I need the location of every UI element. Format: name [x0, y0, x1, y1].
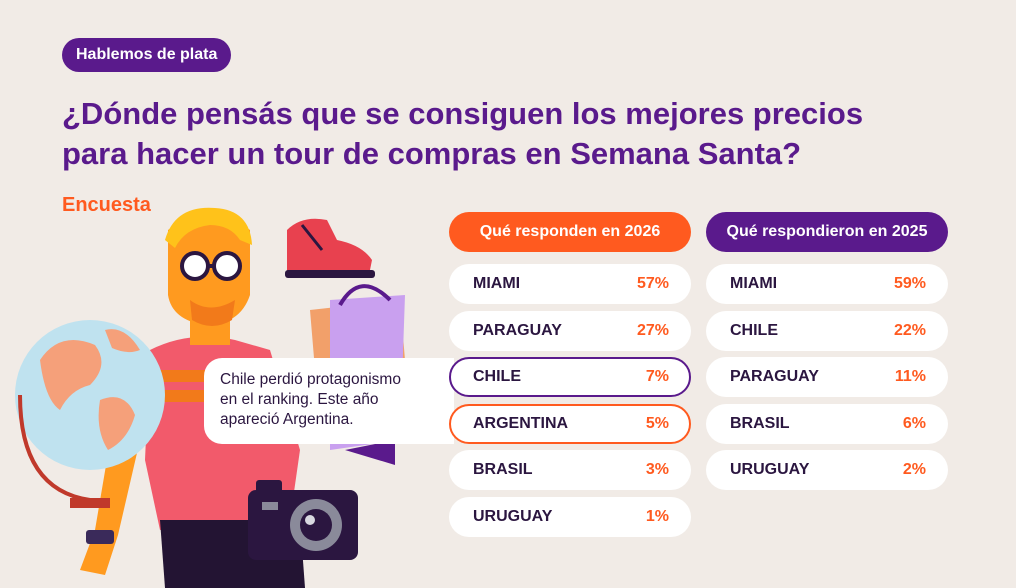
list-item: BRASIL 6% — [706, 403, 948, 444]
place-label: URUGUAY — [730, 461, 810, 478]
percent-value: 3% — [645, 461, 669, 478]
list-item: PARAGUAY 11% — [706, 357, 948, 397]
place-label: MIAMI — [730, 275, 778, 292]
survey-2026-heading: Qué responden en 2026 — [449, 212, 691, 252]
percent-value: 57% — [636, 275, 669, 292]
callout-note: Chile perdió protagonismo en el ranking.… — [204, 358, 454, 444]
place-label: BRASIL — [473, 461, 533, 478]
globe-icon — [15, 320, 165, 508]
kicker-label: Encuesta — [62, 194, 151, 216]
watch-icon — [86, 530, 114, 544]
percent-value: 27% — [636, 321, 669, 339]
percent-value: 2% — [902, 461, 926, 478]
title-line-1: ¿Dónde pensás que se consiguen los mejor… — [62, 96, 864, 131]
percent-value: 22% — [893, 321, 926, 339]
place-label: PARAGUAY — [473, 321, 562, 339]
shoe-icon — [285, 218, 375, 278]
place-label: MIAMI — [473, 275, 521, 292]
list-item-highlight-argentina: ARGENTINA 5% — [449, 403, 691, 444]
percent-value: 59% — [893, 275, 926, 292]
section-tag: Hablemos de plata — [62, 38, 232, 72]
place-label: URUGUAY — [473, 507, 553, 525]
list-item: URUGUAY 1% — [449, 496, 691, 537]
camera-icon — [248, 480, 358, 560]
sunglasses-icon — [180, 251, 242, 281]
list-item: MIAMI 57% — [449, 264, 691, 304]
percent-value: 5% — [645, 414, 669, 432]
title-line-2: para hacer un tour de compras en Semana … — [62, 136, 802, 171]
percent-value: 11% — [894, 368, 926, 385]
list-item: MIAMI 59% — [706, 264, 948, 304]
survey-2026-column: Qué responden en 2026 MIAMI 57% PARAGUAY… — [449, 212, 691, 543]
place-label: CHILE — [473, 368, 521, 385]
callout-line-3: apareció Argentina. — [220, 411, 354, 428]
list-item: CHILE 22% — [706, 310, 948, 351]
survey-2025-heading: Qué respondieron en 2025 — [706, 212, 948, 252]
traveler-illustration — [15, 207, 410, 588]
page-title: ¿Dónde pensás que se consiguen los mejor… — [62, 94, 962, 174]
list-item: BRASIL 3% — [449, 450, 691, 490]
percent-value: 1% — [645, 507, 669, 525]
place-label: ARGENTINA — [473, 414, 569, 432]
place-label: PARAGUAY — [730, 368, 819, 385]
place-label: CHILE — [730, 321, 778, 339]
list-item-highlight-chile: CHILE 7% — [449, 357, 691, 397]
percent-value: 6% — [902, 414, 926, 432]
list-item: URUGUAY 2% — [706, 450, 948, 490]
percent-value: 7% — [645, 368, 669, 385]
survey-2025-column: Qué respondieron en 2025 MIAMI 59% CHILE… — [706, 212, 948, 497]
callout-line-1: Chile perdió protagonismo — [220, 371, 401, 388]
list-item: PARAGUAY 27% — [449, 310, 691, 351]
callout-line-2: en el ranking. Este año — [220, 391, 379, 408]
place-label: BRASIL — [730, 414, 790, 432]
